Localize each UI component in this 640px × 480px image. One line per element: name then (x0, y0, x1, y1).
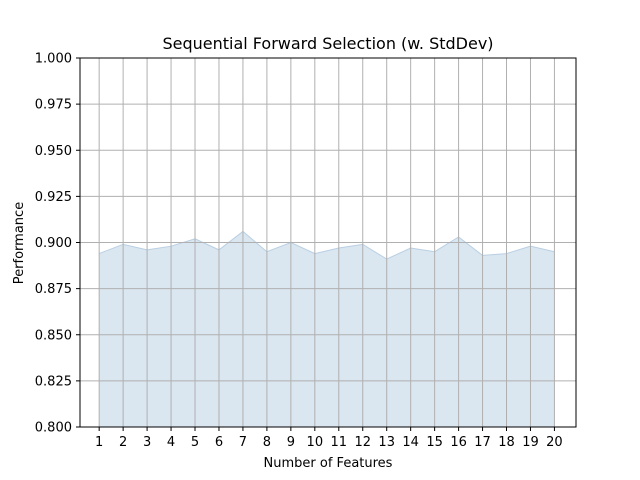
x-tick-label-8: 8 (263, 435, 271, 450)
x-tick-label-5: 5 (191, 435, 199, 450)
y-tick-label-0: 0.800 (35, 421, 72, 436)
x-tick-label-16: 16 (450, 435, 467, 450)
x-axis-title: Number of Features (264, 456, 393, 471)
chart-title: Sequential Forward Selection (w. StdDev) (162, 34, 493, 53)
x-tick-label-4: 4 (167, 435, 175, 450)
y-axis-title: Performance (12, 202, 27, 284)
series-line-0 (98, 230, 555, 260)
x-tick-label-11: 11 (331, 435, 348, 450)
x-tick-label-18: 18 (498, 435, 515, 450)
x-tick-label-12: 12 (354, 435, 371, 450)
x-tick-label-15: 15 (426, 435, 443, 450)
y-tick-label-4: 0.900 (35, 236, 72, 251)
y-tick-label-6: 0.950 (35, 144, 72, 159)
x-tick-label-19: 19 (522, 435, 539, 450)
series-area-0 (99, 231, 555, 427)
x-tick-label-14: 14 (402, 435, 419, 450)
x-tick-label-13: 13 (378, 435, 395, 450)
y-tick-label-2: 0.850 (35, 328, 72, 343)
plot-area: 1 2 3 4 5 6 7 8 9 10 11 12 13 14 15 16 17 18 19 200.8000.82… (35, 52, 577, 450)
x-tick-label-9: 9 (287, 435, 295, 450)
y-tick-label-1: 0.825 (35, 374, 72, 389)
x-tick-label-7: 7 (239, 435, 247, 450)
y-tick-label-3: 0.875 (35, 282, 72, 297)
x-tick-label-17: 17 (474, 435, 491, 450)
x-tick-label-2: 2 (119, 435, 127, 450)
x-tick-label-10: 10 (307, 435, 324, 450)
y-tick-label-8: 1.000 (35, 52, 72, 67)
y-tick-label-5: 0.925 (35, 190, 72, 205)
x-tick-label-3: 3 (143, 435, 151, 450)
x-tick-label-6: 6 (215, 435, 223, 450)
y-tick-label-7: 0.975 (35, 98, 72, 113)
x-tick-label-1: 1 (95, 435, 103, 450)
x-tick-label-20: 20 (546, 435, 563, 450)
